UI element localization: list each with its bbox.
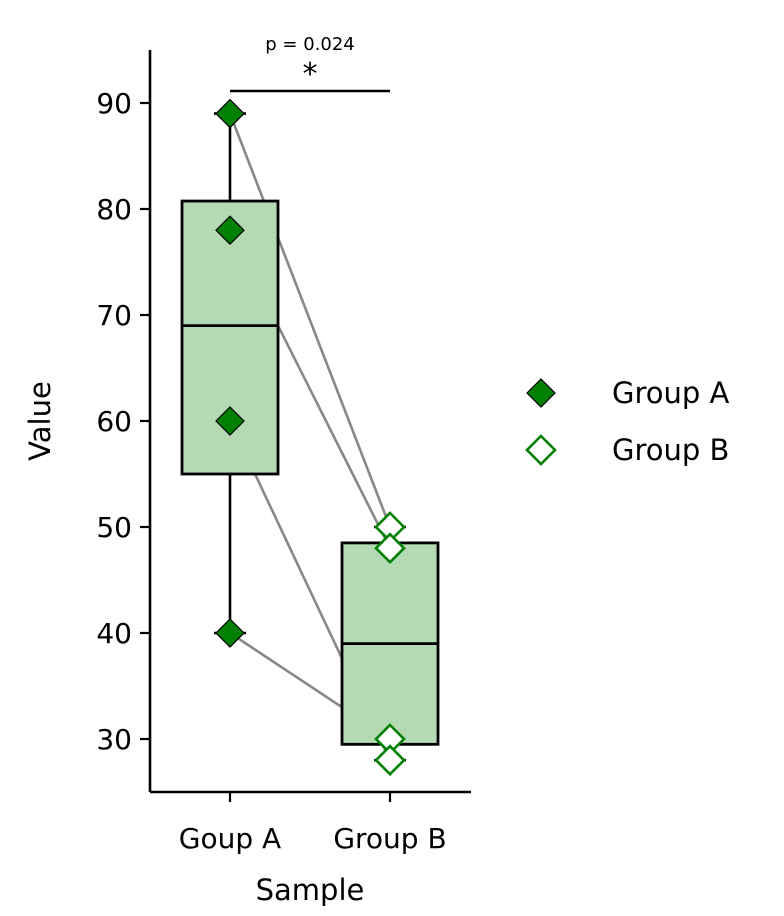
axes: 30 40 50 60 70 80 90 Goup A Group B Sample Value bbox=[23, 50, 471, 907]
data-points bbox=[215, 98, 406, 777]
legend: Group A Group B bbox=[525, 376, 730, 467]
y-tick-label-40: 40 bbox=[96, 617, 132, 650]
point-group-a-4 bbox=[215, 618, 245, 648]
legend-label-1: Group A bbox=[612, 376, 730, 410]
boxes bbox=[180, 112, 440, 762]
y-tick-label-90: 90 bbox=[96, 87, 132, 120]
pair-line-1 bbox=[228, 113, 392, 528]
significance-annotation: *p = 0.024 bbox=[230, 34, 390, 93]
y-tick-label-50: 50 bbox=[96, 511, 132, 544]
x-axis-title: Sample bbox=[256, 873, 365, 907]
y-tick-label-70: 70 bbox=[96, 299, 132, 332]
y-tick-label-80: 80 bbox=[96, 193, 132, 226]
legend-label-2: Group B bbox=[612, 433, 729, 467]
point-group-a-3 bbox=[215, 406, 245, 436]
y-tick-label-60: 60 bbox=[96, 405, 132, 438]
legend-marker-1 bbox=[526, 378, 556, 408]
point-group-a-2 bbox=[215, 215, 245, 246]
x-tick-label-1: Goup A bbox=[179, 822, 281, 855]
y-axis-title: Value bbox=[23, 381, 57, 461]
point-group-b-2 bbox=[374, 532, 406, 565]
significance-star: * bbox=[303, 57, 318, 92]
p-value-label: p = 0.024 bbox=[265, 34, 354, 55]
legend-marker-2 bbox=[525, 434, 557, 466]
box-1 bbox=[180, 112, 280, 635]
x-tick-label-2: Group B bbox=[333, 822, 446, 855]
point-group-b-4 bbox=[374, 744, 406, 777]
y-tick-label-30: 30 bbox=[96, 723, 132, 756]
point-group-a-1 bbox=[215, 98, 245, 129]
